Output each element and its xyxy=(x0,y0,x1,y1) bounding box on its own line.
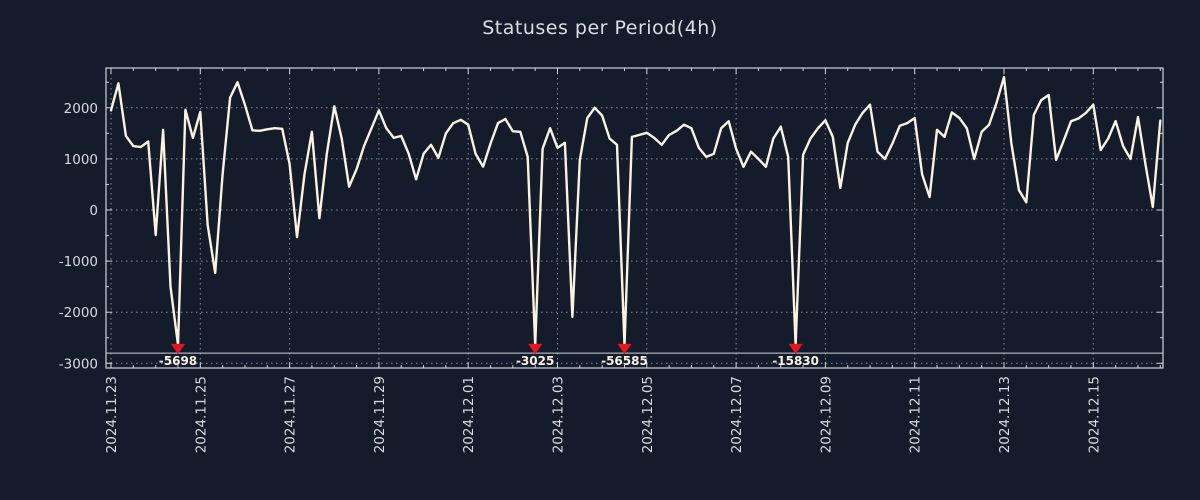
plot-frame xyxy=(105,67,1164,369)
x-tick-label: 2024.12.15 xyxy=(1086,376,1102,453)
spike-marker-icon xyxy=(617,343,632,355)
x-tick-label: 2024.12.03 xyxy=(551,376,567,453)
y-tick-label: 2000 xyxy=(64,101,98,117)
spike-value-label: -15830 xyxy=(772,354,819,368)
spike-marker-icon xyxy=(170,343,185,355)
x-tick-label: 2024.12.01 xyxy=(461,376,477,453)
chart-title: Statuses per Period(4h) xyxy=(482,17,718,39)
x-tick-label: 2024.12.07 xyxy=(729,376,745,453)
y-tick-label: 1000 xyxy=(64,152,98,168)
series-line xyxy=(109,75,1162,347)
x-tick-label: 2024.12.11 xyxy=(908,376,924,453)
y-tick-label: -1000 xyxy=(59,254,98,270)
x-tick-label: 2024.12.05 xyxy=(640,376,656,453)
x-tick-label: 2024.11.23 xyxy=(104,376,120,453)
spike-value-label: -3025 xyxy=(516,354,554,368)
spike-value-label: -56585 xyxy=(601,354,648,368)
y-tick-label: -3000 xyxy=(59,356,98,372)
y-tick-label: 0 xyxy=(89,203,98,219)
x-tick-label: 2024.12.13 xyxy=(997,376,1013,453)
spike-marker-icon xyxy=(788,343,803,355)
x-tick-label: 2024.12.09 xyxy=(818,376,834,453)
y-tick-label: -2000 xyxy=(59,305,98,321)
x-tick-label: 2024.11.27 xyxy=(283,376,299,453)
x-tick-label: 2024.11.25 xyxy=(193,376,209,453)
spike-marker-icon xyxy=(528,343,543,355)
x-tick-label: 2024.11.29 xyxy=(372,376,388,453)
spike-value-label: -5698 xyxy=(159,354,197,368)
